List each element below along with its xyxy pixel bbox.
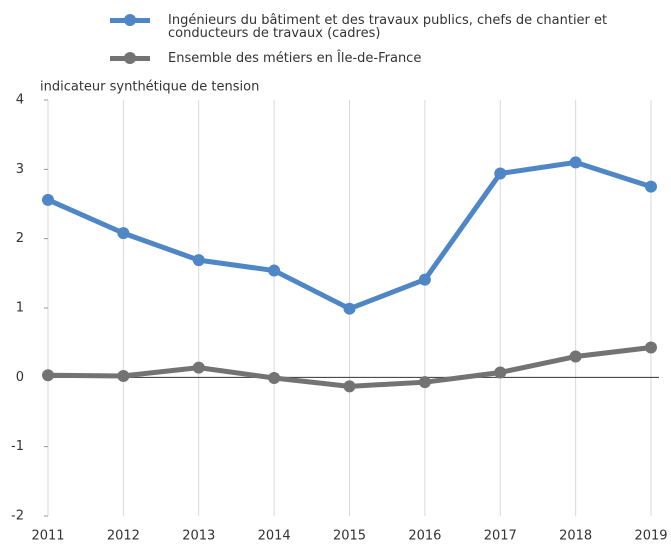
y-tick-label: 4 — [16, 93, 24, 108]
y-tick-label: 2 — [16, 231, 24, 246]
legend-label: Ingénieurs du bâtiment et des travaux pu… — [168, 13, 608, 41]
x-tick-label: 2018 — [559, 529, 592, 544]
x-tick-label: 2013 — [182, 529, 215, 544]
legend-label: Ensemble des métiers en Île-de-France — [168, 51, 422, 66]
point — [42, 369, 54, 382]
point — [268, 372, 281, 385]
point — [117, 369, 130, 382]
x-tick-label: 2017 — [484, 529, 517, 544]
point — [645, 341, 657, 354]
x-tick-label: 2011 — [31, 529, 64, 544]
point — [42, 193, 54, 206]
y-tick-label: -2 — [11, 509, 24, 524]
point — [494, 167, 507, 180]
point — [192, 361, 205, 374]
legend-item: Ingénieurs du bâtiment et des travaux pu… — [110, 14, 648, 40]
legend-swatch — [110, 14, 150, 27]
point — [418, 273, 431, 286]
x-tick-label: 2012 — [107, 529, 140, 544]
y-tick-label: -1 — [11, 439, 24, 454]
point — [192, 254, 205, 267]
point — [418, 376, 431, 389]
y-tick-label: 0 — [16, 370, 24, 385]
x-tick-label: 2014 — [258, 529, 291, 544]
x-tick-label: 2016 — [408, 529, 441, 544]
legend-swatch — [110, 52, 150, 65]
y-axis-label: indicateur synthétique de tension — [40, 80, 259, 95]
point — [494, 366, 507, 379]
point — [569, 350, 582, 363]
x-tick-label: 2019 — [634, 529, 667, 544]
point — [268, 264, 281, 277]
point — [343, 302, 356, 315]
y-tick-label: 1 — [16, 301, 24, 316]
legend-item: Ensemble des métiers en Île-de-France — [110, 52, 648, 65]
x-tick-label: 2015 — [333, 529, 366, 544]
point — [117, 227, 130, 240]
point — [645, 180, 657, 193]
y-tick-label: 3 — [16, 162, 24, 177]
point — [343, 380, 356, 393]
point — [569, 156, 582, 169]
